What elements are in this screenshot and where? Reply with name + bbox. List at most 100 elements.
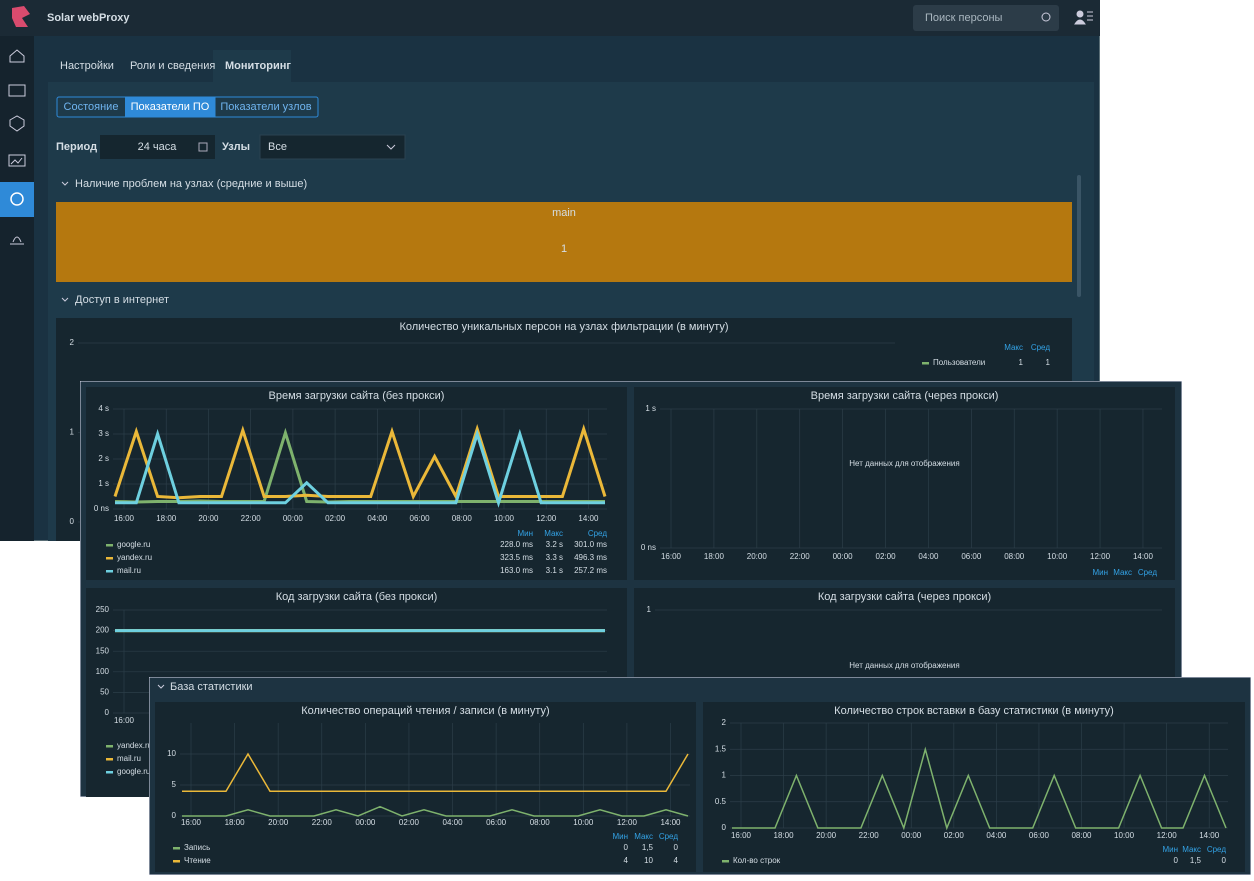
nav-active[interactable]	[0, 182, 34, 217]
legend-stat: 0	[624, 843, 629, 852]
nav-settings[interactable]	[10, 192, 24, 206]
nav-cards[interactable]	[8, 84, 26, 97]
y-tick-label: 0.5	[715, 797, 727, 806]
legend-stat: 0	[1174, 856, 1179, 865]
section-title[interactable]: Наличие проблем на узлах (средние и выше…	[75, 178, 307, 190]
nodes-label: Узлы	[222, 141, 250, 153]
y-tick-label: 50	[100, 688, 109, 697]
x-tick-label: 22:00	[241, 514, 262, 523]
legend-header: Макс	[544, 529, 563, 538]
x-tick-label: 02:00	[944, 831, 965, 840]
no-data: Нет данных для отображения	[849, 661, 959, 670]
x-tick-label: 12:00	[617, 818, 638, 827]
y-tick-label: 1	[722, 771, 727, 780]
x-tick-label: 08:00	[1004, 552, 1025, 561]
y-tick-label: 100	[96, 667, 110, 676]
chart-panel	[155, 702, 696, 872]
nav-user[interactable]	[10, 236, 24, 245]
legend-header: Макс	[634, 832, 653, 841]
legend-header: Макс	[1004, 343, 1023, 352]
x-tick-label: 20:00	[747, 552, 768, 561]
period-input[interactable]	[100, 135, 215, 159]
x-tick-label: 10:00	[494, 514, 515, 523]
sidebar	[0, 36, 34, 541]
x-tick-label: 00:00	[833, 552, 854, 561]
nav-shield[interactable]	[9, 115, 25, 132]
x-tick-label: 04:00	[918, 552, 939, 561]
legend-swatch	[173, 847, 180, 850]
x-tick-label: 16:00	[114, 514, 135, 523]
legend-name: Кол-во строк	[733, 856, 781, 865]
y-tick-label: 2 s	[98, 454, 109, 463]
subtab[interactable]: Показатели ПО	[131, 101, 210, 113]
x-tick-label: 20:00	[816, 831, 837, 840]
legend-stat: 1,5	[1190, 856, 1202, 865]
section-chevron[interactable]	[61, 181, 69, 186]
x-tick-label: 00:00	[901, 831, 922, 840]
series-line	[182, 752, 689, 792]
legend-name: yandex.ru	[117, 553, 152, 562]
nav-monitor[interactable]	[8, 154, 26, 167]
search-icon[interactable]	[1041, 12, 1051, 22]
stats-window: База статистики Количество операций чтен…	[149, 677, 1251, 875]
chart-title: Время загрузки сайта (без прокси)	[269, 390, 445, 402]
x-tick-label: 12:00	[536, 514, 557, 523]
search-box[interactable]	[913, 5, 1059, 31]
chart-panel	[86, 387, 627, 580]
series-line	[115, 428, 605, 508]
nav-home[interactable]	[9, 49, 25, 63]
x-tick-label: 08:00	[530, 818, 551, 827]
legend-stat: 3.1 s	[546, 566, 563, 575]
calendar-icon	[198, 142, 208, 152]
y-tick-label: 10	[167, 749, 176, 758]
tab[interactable]: Настройки	[60, 60, 114, 72]
legend-header: Сред	[588, 529, 608, 538]
y-tick-label: 2	[70, 338, 75, 347]
chart-panel	[703, 702, 1245, 872]
x-tick-label: 16:00	[181, 818, 202, 827]
scrollbar[interactable]	[1077, 175, 1081, 297]
chart-panel	[634, 387, 1175, 580]
legend-header: Сред	[1207, 845, 1227, 854]
legend-stat: 0	[674, 843, 679, 852]
x-tick-label: 06:00	[1029, 831, 1050, 840]
legend-stat: 301.0 ms	[574, 540, 607, 549]
x-tick-label: 16:00	[731, 831, 752, 840]
y-tick-label: 1 s	[645, 404, 656, 413]
x-tick-label: 10:00	[1047, 552, 1068, 561]
legend-header: Мин	[1162, 845, 1178, 854]
y-tick-label: 2	[722, 718, 727, 727]
subtab[interactable]: Состояние	[64, 101, 119, 113]
chart-title: Код загрузки сайта (без прокси)	[276, 591, 438, 603]
legend-header: Мин	[612, 832, 628, 841]
legend-header: Сред	[1031, 343, 1051, 352]
x-tick-label: 22:00	[312, 818, 333, 827]
nodes-select[interactable]	[259, 134, 406, 160]
series-line	[182, 805, 689, 817]
x-tick-label: 18:00	[225, 818, 246, 827]
section-title[interactable]: База статистики	[170, 681, 253, 693]
legend-stat: 4	[674, 856, 679, 865]
section-chevron[interactable]	[61, 297, 69, 302]
x-tick-label: 02:00	[325, 514, 346, 523]
legend-name: google.ru	[117, 767, 150, 776]
user-menu-icon[interactable]	[1074, 11, 1093, 25]
tab[interactable]: Мониторинг	[225, 60, 291, 72]
tab[interactable]: Роли и сведения	[130, 60, 215, 72]
legend-stat: 10	[644, 856, 653, 865]
y-tick-label: 4 s	[98, 404, 109, 413]
legend-stat: 4	[624, 856, 629, 865]
section-title[interactable]: Доступ в интернет	[75, 294, 169, 306]
tile-label: main	[552, 207, 576, 219]
user-icon[interactable]	[1076, 10, 1084, 18]
legend-header: Макс	[1182, 845, 1201, 854]
x-tick-label: 08:00	[452, 514, 473, 523]
section-chevron[interactable]	[157, 684, 165, 689]
x-tick-label: 00:00	[355, 818, 376, 827]
legend-header: Сред	[1138, 568, 1158, 577]
x-tick-label: 04:00	[367, 514, 388, 523]
subtab-active-bg	[125, 97, 215, 117]
subtab[interactable]: Показатели узлов	[220, 101, 311, 113]
legend-header: Мин	[1092, 568, 1108, 577]
legend-name: mail.ru	[117, 754, 141, 763]
